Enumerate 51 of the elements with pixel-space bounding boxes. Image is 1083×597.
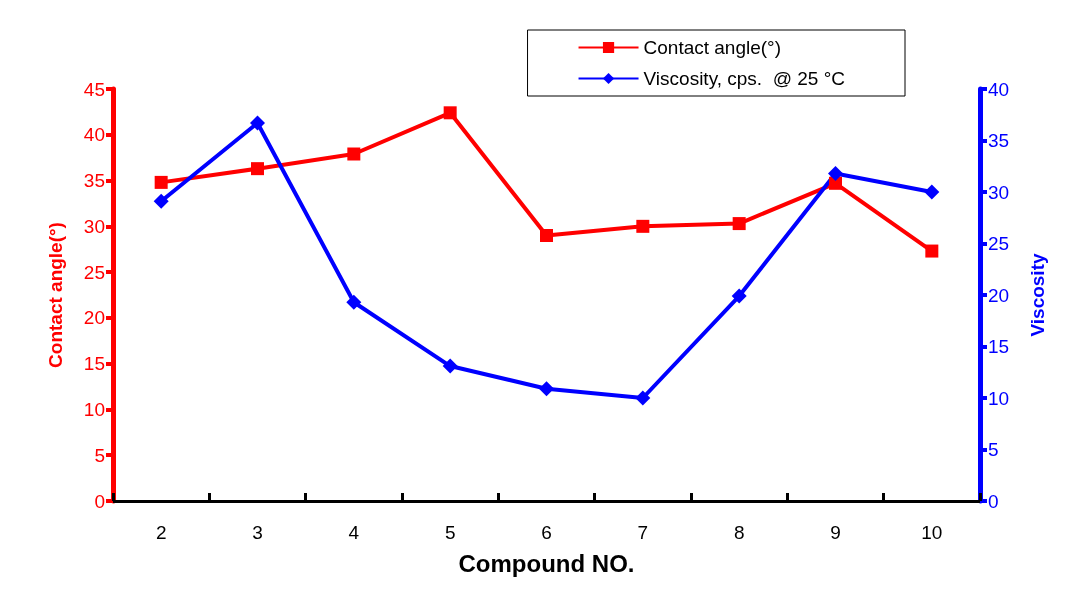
y-tick-label: 25 xyxy=(83,261,105,283)
x-tick-label: 3 xyxy=(252,522,263,543)
point xyxy=(925,244,939,258)
x-axis-title: Compound NO. xyxy=(458,549,635,577)
point xyxy=(442,358,458,374)
y-tick-label: 30 xyxy=(83,215,105,237)
legend-label: Contact angle(°) xyxy=(643,37,782,58)
y2-tick-label: 25 xyxy=(988,233,1010,254)
y2-tick-label: 35 xyxy=(988,130,1010,151)
point xyxy=(443,106,457,120)
y2-tick-label: 0 xyxy=(988,490,999,512)
y-tick-label: 15 xyxy=(83,353,105,375)
point xyxy=(154,175,168,189)
point xyxy=(924,184,940,200)
x-tick-label: 9 xyxy=(830,522,841,543)
y2-tick-label: 20 xyxy=(988,284,1010,306)
point xyxy=(250,115,265,131)
y-tick-label: 40 xyxy=(83,124,105,146)
y2-tick-label: 5 xyxy=(988,439,999,460)
point xyxy=(251,162,264,176)
y2-tick-label: 10 xyxy=(988,387,1010,409)
x-tick-label: 7 xyxy=(637,522,649,543)
x-tick-label: 2 xyxy=(155,522,167,543)
y-tick-label: 45 xyxy=(83,78,105,100)
y-tick-label: 35 xyxy=(83,170,105,192)
point xyxy=(731,288,747,304)
x-tick-label: 6 xyxy=(541,522,552,543)
y-tick-label: 10 xyxy=(83,398,105,420)
legend-label: Viscosity, cps. @ 25 °C xyxy=(643,68,845,89)
x-tick-label: 8 xyxy=(733,522,745,543)
y-tick-label: 20 xyxy=(83,307,105,329)
y2-tick-label: 30 xyxy=(988,181,1010,203)
y-axis-title: Contact angle(°) xyxy=(45,222,66,368)
point xyxy=(732,217,746,231)
point xyxy=(539,381,554,397)
y2-tick-label: 40 xyxy=(988,78,1010,100)
point xyxy=(828,165,843,181)
point xyxy=(635,390,651,406)
y-tick-label: 0 xyxy=(94,490,105,512)
point xyxy=(829,176,842,190)
x-tick-label: 4 xyxy=(348,522,360,543)
x-tick-label: 10 xyxy=(921,522,943,543)
y2-axis-title: Viscosity xyxy=(1027,253,1048,337)
x-tick-label: 5 xyxy=(444,522,456,543)
point xyxy=(153,193,169,209)
y2-tick-label: 15 xyxy=(988,336,1010,357)
point xyxy=(346,294,362,310)
y-tick-label: 5 xyxy=(94,444,105,466)
point xyxy=(636,219,650,233)
point xyxy=(347,147,361,161)
point xyxy=(540,228,553,242)
